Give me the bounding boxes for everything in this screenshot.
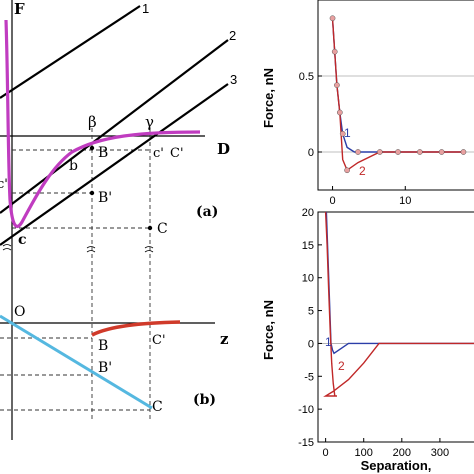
guide-lines-b xyxy=(0,337,150,411)
data-marker-10 xyxy=(438,149,445,155)
panel-label-a: (a) xyxy=(196,204,218,220)
series-line-2 xyxy=(331,18,464,172)
guide-lines-a xyxy=(12,128,151,420)
data-marker-1 xyxy=(331,48,338,55)
data-marker-3 xyxy=(336,109,343,116)
series-label-1-bottom: 1 xyxy=(325,335,332,349)
label-c-lower: c xyxy=(18,232,27,248)
data-marker-11 xyxy=(460,149,467,155)
data-marker-9 xyxy=(416,149,423,155)
series-label-2-bottom: 2 xyxy=(338,359,345,373)
y-tick-label-2: -5 xyxy=(304,371,314,383)
ylabel-bottom-right: Force, nN xyxy=(261,300,276,360)
label-b-prime-panel-b: B' xyxy=(98,360,112,376)
data-marker-4 xyxy=(339,130,346,137)
y-tick-label-6: 15 xyxy=(302,240,314,252)
plot-frame-top-right xyxy=(317,0,474,191)
y-tick-label-4: 5 xyxy=(308,306,314,318)
break-mark-b xyxy=(86,246,96,253)
line-2 xyxy=(0,39,229,214)
markers-top-right xyxy=(329,15,467,174)
label-c-upper: C xyxy=(157,221,168,237)
x-tick-label-3: 300 xyxy=(431,447,449,459)
y-tick-label-1: -10 xyxy=(298,404,314,416)
axis-label-z: z xyxy=(220,330,229,348)
ylabel-top-right: Force, nN xyxy=(261,68,276,128)
xlabel-bottom-right: Separation, xyxy=(361,458,432,473)
break-mark-c xyxy=(144,246,154,253)
panel-b-diagram: O z B C' B' C (b) xyxy=(0,304,229,415)
series-bottom-right xyxy=(323,212,474,397)
line-1 xyxy=(0,5,141,99)
label-b-panel-b: B xyxy=(98,338,108,354)
panel-a-diagram: F D 1 2 3 β γ B b c' C' B' xyxy=(0,0,237,440)
label-C-prime: C' xyxy=(170,146,184,161)
x-tick-label-0: 0 xyxy=(329,195,335,207)
y-tick-label-7: 20 xyxy=(302,207,314,219)
axis-label-d: D xyxy=(217,140,230,158)
x-tick-label-1: 10 xyxy=(399,195,411,207)
x-tick-label-1: 100 xyxy=(355,447,373,459)
y-tick-label-5: 10 xyxy=(302,273,314,285)
series-label-2-top: 2 xyxy=(359,164,366,178)
data-marker-6 xyxy=(355,149,361,155)
data-marker-2 xyxy=(334,82,340,88)
point-b-prime xyxy=(89,190,95,196)
parallel-lines xyxy=(0,5,229,246)
y-tick-label-1: 0.5 xyxy=(299,71,314,83)
label-origin: O xyxy=(14,304,25,320)
line-label-1: 1 xyxy=(142,1,149,16)
red-curve-b xyxy=(91,320,181,337)
y-tick-label-0: -15 xyxy=(298,437,314,449)
label-c-prime-left: c' xyxy=(0,177,8,192)
break-mark-left xyxy=(2,244,12,251)
y-tick-label-3: 0 xyxy=(308,338,314,350)
label-beta: β xyxy=(88,113,97,131)
label-b-prime: B' xyxy=(98,190,112,206)
point-b xyxy=(89,145,95,151)
x-tick-label-0: 0 xyxy=(323,447,329,459)
data-marker-5 xyxy=(344,167,350,174)
label-b-point: B xyxy=(98,145,108,161)
stiff-line xyxy=(0,314,153,410)
data-marker-7 xyxy=(376,149,383,155)
chart-top-right: 0 0.5 0 10 1 2 Force, nN xyxy=(261,0,474,207)
label-c-panel-b: C xyxy=(152,399,163,415)
panel-label-b: (b) xyxy=(193,392,216,408)
point-c xyxy=(147,225,153,231)
plot-frame-bottom-right xyxy=(317,211,474,443)
label-c-prime-panel-b: C' xyxy=(152,333,166,348)
series-line-2 xyxy=(323,212,474,397)
series-line-1 xyxy=(325,212,474,355)
line-label-2: 2 xyxy=(229,28,236,43)
data-marker-8 xyxy=(395,149,401,155)
ticks-top-right: 0 0.5 0 10 xyxy=(299,71,412,207)
x-tick-label-2: 200 xyxy=(393,447,411,459)
series-top-right xyxy=(331,18,464,172)
axis-label-f: F xyxy=(14,0,25,18)
label-b-lower: b xyxy=(69,158,78,174)
label-c-prime: c' xyxy=(153,146,164,161)
data-marker-0 xyxy=(329,15,336,22)
series-line-1 xyxy=(331,18,464,153)
force-curve xyxy=(4,19,201,228)
y-tick-label-0: 0 xyxy=(308,147,314,159)
axis-break-marks xyxy=(2,244,154,253)
line-label-3: 3 xyxy=(230,72,237,87)
line-3 xyxy=(0,83,229,246)
label-gamma: γ xyxy=(145,113,154,131)
series-label-1-top: 1 xyxy=(344,126,351,140)
